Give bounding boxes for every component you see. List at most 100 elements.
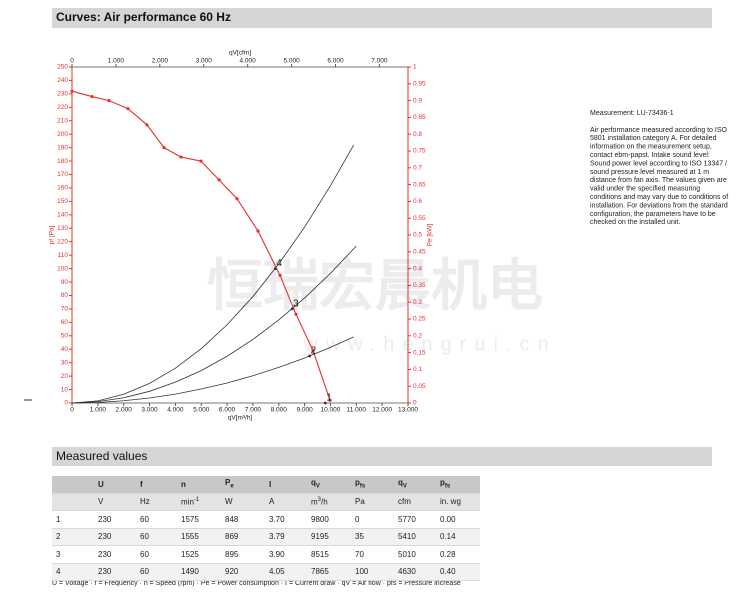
curve-marker (311, 348, 315, 353)
note-line: sound pressure level measured at 1 m (590, 169, 709, 176)
cell: 4.05 (265, 563, 307, 581)
cell-text: A (269, 497, 275, 507)
y2-tick-label: 0 (413, 400, 417, 407)
cell-text: U (98, 479, 104, 489)
y-tick-label: 130 (57, 225, 68, 232)
table-title: Measured values (56, 449, 147, 463)
y2-tick-label: 0.8 (413, 131, 422, 138)
x-tick-label: 4.000 (167, 407, 184, 414)
x-tick-label: 2.000 (116, 407, 133, 414)
y2-tick-label: 0.9 (413, 97, 422, 104)
cell-sub: V (402, 484, 407, 491)
x2-tick-label: 2.000 (152, 58, 169, 65)
y-tick-label: 70 (61, 306, 69, 313)
cell: 230 (94, 563, 136, 581)
cell: in. wg (436, 493, 480, 511)
cell: 0.00 (436, 510, 480, 529)
curve-marker (126, 107, 130, 111)
table-row: 4 230 60 1490 920 4.05 7865 100 4630 0.40 (52, 563, 480, 581)
y-tick-label: 40 (61, 346, 69, 353)
operating-point-label: 4 (276, 258, 282, 269)
cell-text: Hz (140, 497, 150, 507)
operating-point (323, 401, 327, 405)
cell: 869 (221, 528, 265, 546)
cell-text: q (311, 478, 316, 488)
y2-tick-label: 0.95 (413, 81, 426, 88)
header-title: Curves: Air performance 60 Hz (56, 10, 231, 24)
y-tick-label: 100 (57, 265, 68, 272)
cell: 1 (52, 510, 94, 529)
cell-sup: 3 (317, 496, 322, 503)
cell: n (177, 476, 221, 494)
cell: W (221, 493, 265, 511)
cell: 9800 (307, 510, 351, 529)
y-tick-label: 10 (61, 386, 69, 393)
cell: 0.14 (436, 528, 480, 546)
note-line: Sound power level according to ISO 13347… (590, 160, 727, 167)
y-tick-label: 200 (57, 131, 68, 138)
cell: 920 (221, 563, 265, 581)
y-tick-label: 190 (57, 144, 68, 151)
cell: min-1 (177, 493, 221, 511)
x-tick-label: 12.000 (372, 407, 392, 414)
y-axis-label: pf [Pa] (49, 225, 56, 244)
cell (52, 476, 94, 494)
x-tick-label: 5.000 (193, 407, 210, 414)
y2-tick-label: 0.7 (413, 165, 422, 172)
operating-point (308, 354, 312, 358)
cell: f (136, 476, 177, 494)
y2-tick-label: 0.25 (413, 316, 426, 323)
cell-text: m (311, 497, 318, 507)
y2-tick-label: 0.15 (413, 349, 426, 356)
note-line: configuration, the parameters have to be (590, 211, 716, 218)
cell: 1490 (177, 563, 221, 581)
cell: A (265, 493, 307, 511)
cell-text: cfm (398, 497, 411, 507)
operating-point-label: 2 (311, 346, 317, 357)
y-tick-label: 0 (64, 400, 68, 407)
x-tick-label: 1.000 (90, 407, 107, 414)
x2-tick-label: 0 (70, 58, 74, 65)
cell: 3.79 (265, 528, 307, 546)
y-tick-label: 60 (61, 319, 69, 326)
cell: 0.28 (436, 545, 480, 564)
cell: 3 (52, 545, 94, 564)
x-tick-label: 6.000 (219, 407, 236, 414)
cell-sub: fs (359, 484, 366, 491)
curve-marker (107, 99, 111, 103)
note-line: 5801 installation category A. For detail… (590, 135, 717, 142)
y2-tick-label: 1 (413, 64, 417, 71)
y2-tick-label: 0.65 (413, 181, 426, 188)
cell-text: min (181, 497, 194, 507)
y2-tick-label: 0.55 (413, 215, 426, 222)
x2-tick-label: 3.000 (196, 58, 213, 65)
cell-text: P (225, 478, 231, 488)
cell-sub: fs (444, 484, 451, 491)
operating-point (273, 267, 277, 270)
cell: 4630 (394, 563, 436, 581)
cell: 60 (136, 528, 177, 546)
cell (52, 493, 94, 511)
x2-tick-label: 6.000 (327, 58, 344, 65)
cell: 0.40 (436, 563, 480, 581)
curve-marker (217, 178, 221, 182)
cell: 5410 (394, 528, 436, 546)
x-axis-label: qV[m³/h] (228, 415, 253, 422)
note-line: Air performance measured according to IS… (590, 127, 728, 134)
cell: 60 (136, 510, 177, 529)
cell: 35 (351, 528, 394, 546)
cell-sub: V (315, 484, 320, 491)
cell-text: Pa (355, 497, 365, 507)
cell-tail: /h (321, 497, 328, 507)
y2-tick-label: 0.1 (413, 366, 422, 373)
x-tick-label: 7.000 (245, 407, 262, 414)
y2-tick-label: 0.4 (413, 265, 422, 272)
note-line: distance from fan axis. The values given… (590, 177, 727, 184)
y2-tick-label: 0.85 (413, 114, 426, 121)
y-tick-label: 90 (61, 279, 69, 286)
curve-marker (294, 312, 298, 316)
cell-text: f (140, 479, 143, 489)
cell: m3/h (307, 493, 351, 511)
